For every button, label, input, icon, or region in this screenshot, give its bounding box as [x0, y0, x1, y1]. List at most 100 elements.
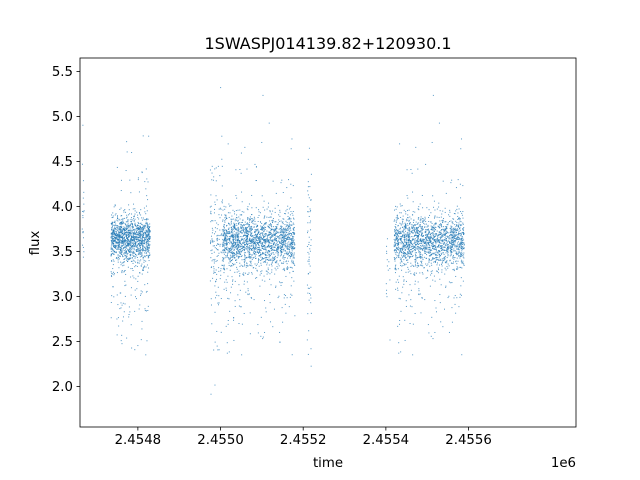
data-point	[238, 284, 240, 286]
data-point	[147, 199, 149, 201]
data-point	[148, 230, 150, 232]
data-point	[128, 235, 130, 237]
data-point	[243, 247, 245, 249]
data-point	[147, 233, 149, 235]
data-point	[404, 256, 406, 258]
data-point	[128, 219, 130, 221]
data-point	[124, 280, 126, 282]
data-point	[431, 249, 433, 251]
data-point	[397, 241, 399, 243]
data-point	[264, 240, 266, 242]
data-point	[246, 256, 247, 258]
data-point	[309, 248, 311, 250]
data-point	[404, 228, 406, 230]
data-point	[458, 251, 460, 253]
data-point	[284, 231, 286, 233]
data-point	[141, 254, 143, 256]
data-point	[112, 251, 114, 253]
data-point	[441, 258, 443, 260]
data-point	[267, 225, 269, 227]
data-point	[127, 248, 129, 250]
data-point	[120, 207, 122, 209]
data-point	[114, 236, 116, 238]
data-point	[119, 229, 121, 231]
data-point	[291, 259, 293, 261]
data-point	[216, 278, 218, 280]
data-point	[143, 226, 145, 228]
data-point	[224, 257, 226, 259]
data-point	[419, 240, 421, 242]
data-point	[433, 261, 435, 263]
data-point	[230, 248, 232, 250]
data-point	[267, 236, 269, 238]
data-point	[453, 257, 455, 259]
data-point	[215, 167, 217, 169]
data-point	[128, 249, 130, 251]
data-point	[398, 342, 400, 344]
data-point	[264, 215, 266, 217]
data-point	[397, 325, 399, 327]
data-point	[447, 246, 449, 248]
data-point	[452, 241, 454, 243]
data-point	[294, 233, 296, 235]
data-point	[433, 253, 435, 255]
data-point	[130, 237, 132, 239]
data-point	[412, 236, 414, 238]
data-point	[448, 238, 450, 240]
data-point	[294, 315, 296, 317]
data-point	[137, 259, 139, 261]
data-point	[111, 272, 113, 274]
data-point	[113, 229, 115, 231]
data-point	[439, 234, 441, 236]
data-point	[140, 234, 142, 236]
data-point	[130, 243, 132, 245]
data-point	[227, 247, 229, 249]
data-point	[120, 246, 122, 248]
data-point	[270, 240, 272, 242]
data-point	[230, 261, 232, 263]
data-point	[308, 299, 310, 301]
data-point	[125, 229, 127, 231]
data-point	[430, 240, 432, 242]
data-point	[399, 143, 401, 145]
data-point	[419, 256, 421, 258]
data-point	[273, 257, 275, 259]
data-point	[141, 233, 143, 235]
data-point	[268, 264, 270, 266]
data-point	[239, 273, 241, 275]
data-point	[243, 259, 245, 261]
data-point	[131, 240, 133, 242]
data-point	[411, 226, 413, 228]
data-point	[120, 248, 122, 250]
data-point	[249, 245, 251, 247]
data-point	[258, 255, 260, 257]
data-point	[214, 245, 216, 247]
data-point	[231, 259, 233, 261]
data-point	[308, 244, 310, 246]
data-point	[401, 221, 403, 223]
data-point	[225, 247, 227, 249]
data-point	[260, 242, 262, 244]
data-point	[440, 246, 442, 248]
data-point	[130, 241, 132, 243]
data-point	[147, 255, 149, 257]
data-point	[121, 222, 123, 224]
data-point	[241, 229, 243, 231]
data-point	[450, 246, 452, 248]
data-point	[292, 185, 294, 187]
data-point	[259, 239, 261, 241]
data-point	[233, 244, 235, 246]
data-point	[404, 227, 406, 229]
data-point	[411, 245, 413, 247]
data-point	[427, 240, 429, 242]
data-point	[137, 253, 139, 255]
data-point	[449, 236, 451, 238]
data-point	[286, 224, 288, 226]
data-point	[407, 236, 409, 238]
data-point	[120, 215, 122, 217]
data-point	[271, 269, 273, 271]
data-point	[131, 260, 133, 262]
data-point	[404, 226, 406, 228]
data-point	[276, 246, 278, 248]
data-point	[146, 178, 148, 180]
